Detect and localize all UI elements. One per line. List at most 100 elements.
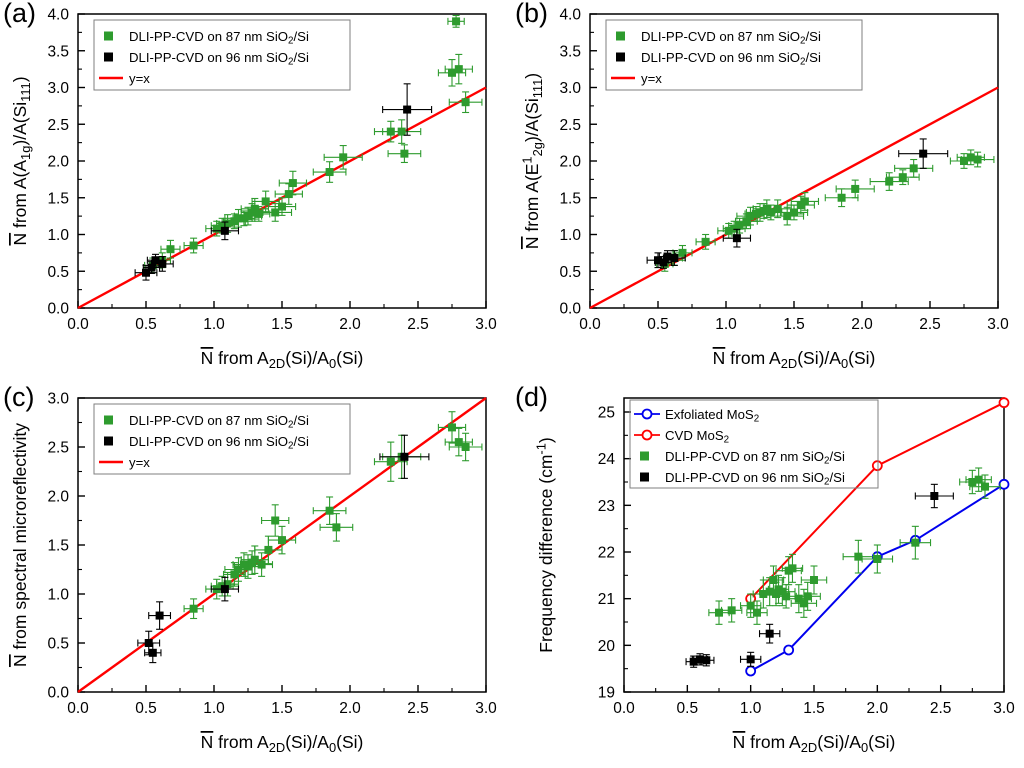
square-marker xyxy=(799,599,808,608)
series-dli-87nm xyxy=(708,467,1001,625)
square-marker xyxy=(742,217,751,226)
square-marker xyxy=(746,601,755,610)
square-marker xyxy=(250,555,259,564)
square-marker xyxy=(873,555,882,563)
square-marker xyxy=(854,552,863,561)
y-tick-label: 2.5 xyxy=(47,440,69,457)
square-marker xyxy=(261,197,270,206)
x-tick-label: 1.5 xyxy=(271,316,293,333)
panel-a: (a) 0.0 0.5 1.0 1.5 2.0 2.5 3.0 0.0 0.5 1.0 1.5 2.0… xyxy=(0,0,512,384)
y-tick-label: 3.0 xyxy=(559,80,581,97)
panel-a-plot: 0.0 0.5 1.0 1.5 2.0 2.5 3.0 0.0 0.5 1.0 1.5 2.0 2.5 3… xyxy=(10,7,497,371)
square-marker xyxy=(670,254,679,263)
y-tick-label: 1.0 xyxy=(47,227,69,244)
circle-marker xyxy=(998,478,1010,490)
x-tick-label: 2.5 xyxy=(407,700,429,717)
x-tick-label: 0.5 xyxy=(135,316,157,333)
square-marker xyxy=(142,268,150,277)
square-marker xyxy=(919,149,928,158)
legend-box xyxy=(93,403,351,475)
square-marker xyxy=(659,258,668,267)
square-marker xyxy=(278,202,286,211)
y-tick-label: 2.0 xyxy=(47,154,69,171)
y-axis-title: Frequency difference (cm-1) xyxy=(533,437,556,652)
square-marker xyxy=(885,177,894,186)
legend-label: y=x xyxy=(129,71,150,86)
square-marker xyxy=(448,68,456,77)
x-tick-label: 3.0 xyxy=(987,316,1009,333)
circle-marker xyxy=(783,644,795,656)
square-marker xyxy=(220,226,229,235)
y-tick-label: 3.5 xyxy=(559,43,581,60)
square-marker xyxy=(223,580,232,589)
legend-label: DLI-PP-CVD on 87 nm SiO2/Si xyxy=(641,29,821,47)
panel-c: (c) 0.0 0.5 1.0 1.5 2.0 2.5 3.0 0.0 0.5 1.0 1.5 2.0… xyxy=(0,382,512,768)
y-tick-label: 21 xyxy=(598,591,615,608)
panel-b: (b) 0.0 0.5 1.0 1.5 2.0 2.5 3.0 0.0 0.5 1.0 1.5 2.0… xyxy=(512,0,1024,384)
square-marker xyxy=(730,224,739,233)
legend: DLI-PP-CVD on 87 nm SiO2/Si DLI-PP-CVD on… xyxy=(93,19,351,91)
y-tick-label: 1.5 xyxy=(559,190,581,207)
y-axis: 0.0 0.5 1.0 1.5 2.0 2.5 3.0 3.5 4.0 xyxy=(559,7,597,318)
y-tick-label: 3.0 xyxy=(47,391,69,408)
square-marker xyxy=(909,164,918,173)
square-marker xyxy=(727,606,736,615)
x-axis-title: N from A2D(Si)/A0(Si) xyxy=(201,348,364,371)
square-marker xyxy=(794,594,803,603)
x-axis-title: N from A2D(Si)/A0(Si) xyxy=(713,348,876,371)
y-tick-label: 1.0 xyxy=(47,587,69,604)
square-marker xyxy=(930,492,939,500)
square-marker xyxy=(974,475,983,484)
square-marker xyxy=(766,208,775,217)
x-tick-label: 0.0 xyxy=(67,700,89,717)
panel-b-tag: (b) xyxy=(515,0,548,28)
square-marker xyxy=(968,478,977,486)
square-marker xyxy=(403,105,412,114)
square-marker xyxy=(166,245,175,254)
square-marker xyxy=(454,438,463,447)
legend-label: DLI-PP-CVD on 87 nm SiO2/Si xyxy=(129,29,309,47)
square-marker xyxy=(461,443,470,451)
square-marker xyxy=(400,452,409,461)
square-marker xyxy=(654,256,662,265)
square-marker xyxy=(732,234,741,243)
y-tick-label: 22 xyxy=(598,545,615,562)
legend-label: y=x xyxy=(641,71,662,86)
y-tick-label: 0.5 xyxy=(559,264,581,281)
circle-marker xyxy=(745,665,757,677)
y-axis: 0.0 0.5 1.0 1.5 2.0 2.5 3.0 xyxy=(47,391,85,702)
y-tick-label: 2.5 xyxy=(559,117,581,134)
y-tick-label: 19 xyxy=(598,685,615,702)
square-marker xyxy=(212,224,221,233)
legend-box xyxy=(93,19,351,91)
square-marker xyxy=(144,639,153,647)
square-marker xyxy=(769,576,778,584)
legend-square-marker xyxy=(104,31,113,41)
square-marker xyxy=(250,204,259,213)
y-tick-label: 4.0 xyxy=(47,7,69,24)
square-marker xyxy=(837,193,846,202)
x-tick-label: 1.0 xyxy=(203,700,225,717)
square-marker xyxy=(778,587,787,596)
circle-marker xyxy=(998,397,1010,409)
square-marker xyxy=(790,208,798,217)
x-tick-label: 1.5 xyxy=(271,700,293,717)
square-marker xyxy=(234,565,243,574)
square-marker xyxy=(386,457,395,466)
legend-square-marker xyxy=(104,436,113,446)
legend-circle-marker xyxy=(641,429,653,441)
square-marker xyxy=(753,608,761,617)
square-marker xyxy=(147,263,156,272)
square-marker xyxy=(678,248,687,257)
square-marker xyxy=(189,604,198,613)
square-marker xyxy=(239,560,248,569)
y-tick-label: 2.0 xyxy=(559,154,581,171)
y-tick-label: 23 xyxy=(598,498,615,515)
y-axis: 0.0 0.5 1.0 1.5 2.0 2.5 3.0 3.5 4.0 xyxy=(47,7,85,318)
square-marker xyxy=(735,221,744,230)
square-marker xyxy=(810,576,818,584)
legend-label: Exfoliated MoS2 xyxy=(665,407,759,425)
square-marker xyxy=(325,168,334,177)
x-tick-label: 1.0 xyxy=(715,316,737,333)
